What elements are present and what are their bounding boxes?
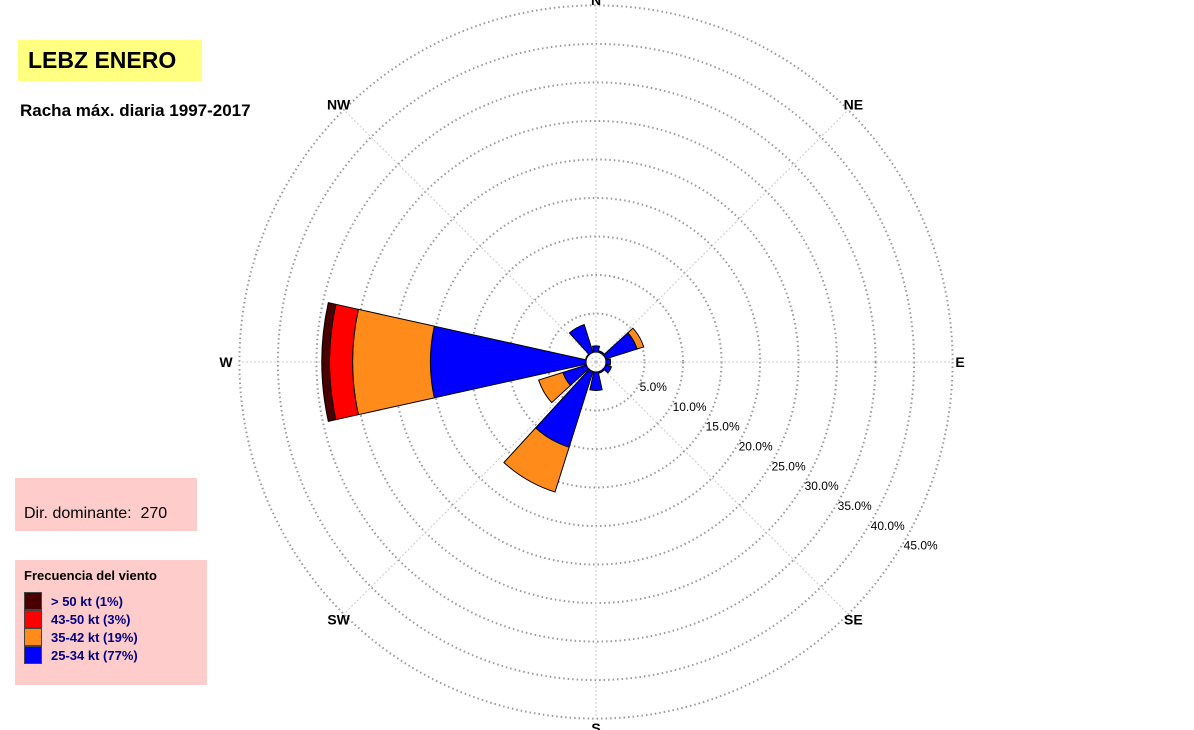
legend-item: 35-42 kt (19%): [24, 628, 207, 646]
grid-spoke: [595, 361, 849, 615]
grid-spoke: [343, 109, 597, 363]
petal-segment: [352, 308, 435, 416]
legend-item: 25-34 kt (77%): [24, 646, 207, 664]
grid-circle: [276, 42, 916, 682]
grid-circle: [315, 81, 877, 643]
radial-tick-label: 40.0%: [871, 519, 905, 533]
petal-segment: [589, 371, 603, 391]
direction-label: SE: [844, 611, 863, 627]
petals-group: [321, 302, 645, 493]
radial-tick-label: 5.0%: [640, 380, 668, 394]
legend-swatch: [24, 592, 42, 610]
legend-item: 43-50 kt (3%): [24, 610, 207, 628]
legend-label: 35-42 kt (19%): [51, 629, 138, 645]
direction-label: NE: [844, 97, 863, 113]
petal-segment: [627, 327, 645, 350]
legend-label: 25-34 kt (77%): [51, 647, 138, 663]
grid-circle: [507, 273, 685, 451]
radial-tick-label: 25.0%: [772, 459, 806, 473]
grid-circle: [392, 158, 800, 566]
petal-segment: [321, 302, 337, 422]
direction-label: S: [591, 720, 600, 730]
legend-title: Frecuencia del viento: [24, 568, 157, 583]
direction-label: NW: [327, 97, 351, 113]
petal-segment: [598, 350, 605, 356]
legend-label: > 50 kt (1%): [51, 593, 123, 609]
petal-segment: [585, 354, 590, 360]
legend-label: 43-50 kt (3%): [51, 611, 131, 627]
legend: Frecuencia del viento > 50 kt (1%) 43-50…: [15, 560, 207, 685]
grid-spoke: [595, 109, 849, 363]
legend-swatch: [24, 628, 42, 646]
dominant-direction-label: Dir. dominante:: [24, 505, 132, 522]
dominant-direction-box: Dir. dominante: 270: [15, 478, 197, 531]
petal-segment: [602, 364, 613, 374]
petal-segment: [568, 323, 594, 356]
direction-label: SW: [327, 611, 350, 627]
polar-grid: [238, 4, 954, 720]
grid-spoke: [343, 361, 597, 615]
chart-title: LEBZ ENERO: [18, 40, 202, 81]
petal-segment: [591, 345, 601, 353]
radial-tick-label: 45.0%: [904, 539, 938, 553]
radial-tick-label: 10.0%: [673, 400, 707, 414]
petal-segment: [503, 427, 570, 493]
direction-label: N: [591, 0, 601, 8]
petal-segment: [538, 371, 572, 404]
legend-swatch: [24, 646, 42, 664]
petal-segment: [598, 368, 605, 374]
radial-tick-label: 15.0%: [706, 420, 740, 434]
radial-tick-label: 30.0%: [805, 479, 839, 493]
direction-label: E: [955, 354, 964, 370]
petal-segment: [605, 358, 612, 366]
direction-label: W: [219, 354, 233, 370]
legend-swatch: [24, 610, 42, 628]
radial-tick-labels: 5.0% 10.0% 15.0% 20.0% 25.0% 30.0% 35.0% 40.0% 4…: [640, 380, 938, 553]
radial-tick-label: 35.0%: [838, 499, 872, 513]
direction-labels: N NE E SE S SW W NW: [219, 0, 964, 730]
dominant-direction-value: 270: [140, 505, 168, 522]
radial-tick-label: 20.0%: [739, 439, 773, 453]
chart-subtitle: Racha máx. diaria 1997-2017: [20, 101, 251, 120]
legend-item: > 50 kt (1%): [24, 592, 207, 610]
